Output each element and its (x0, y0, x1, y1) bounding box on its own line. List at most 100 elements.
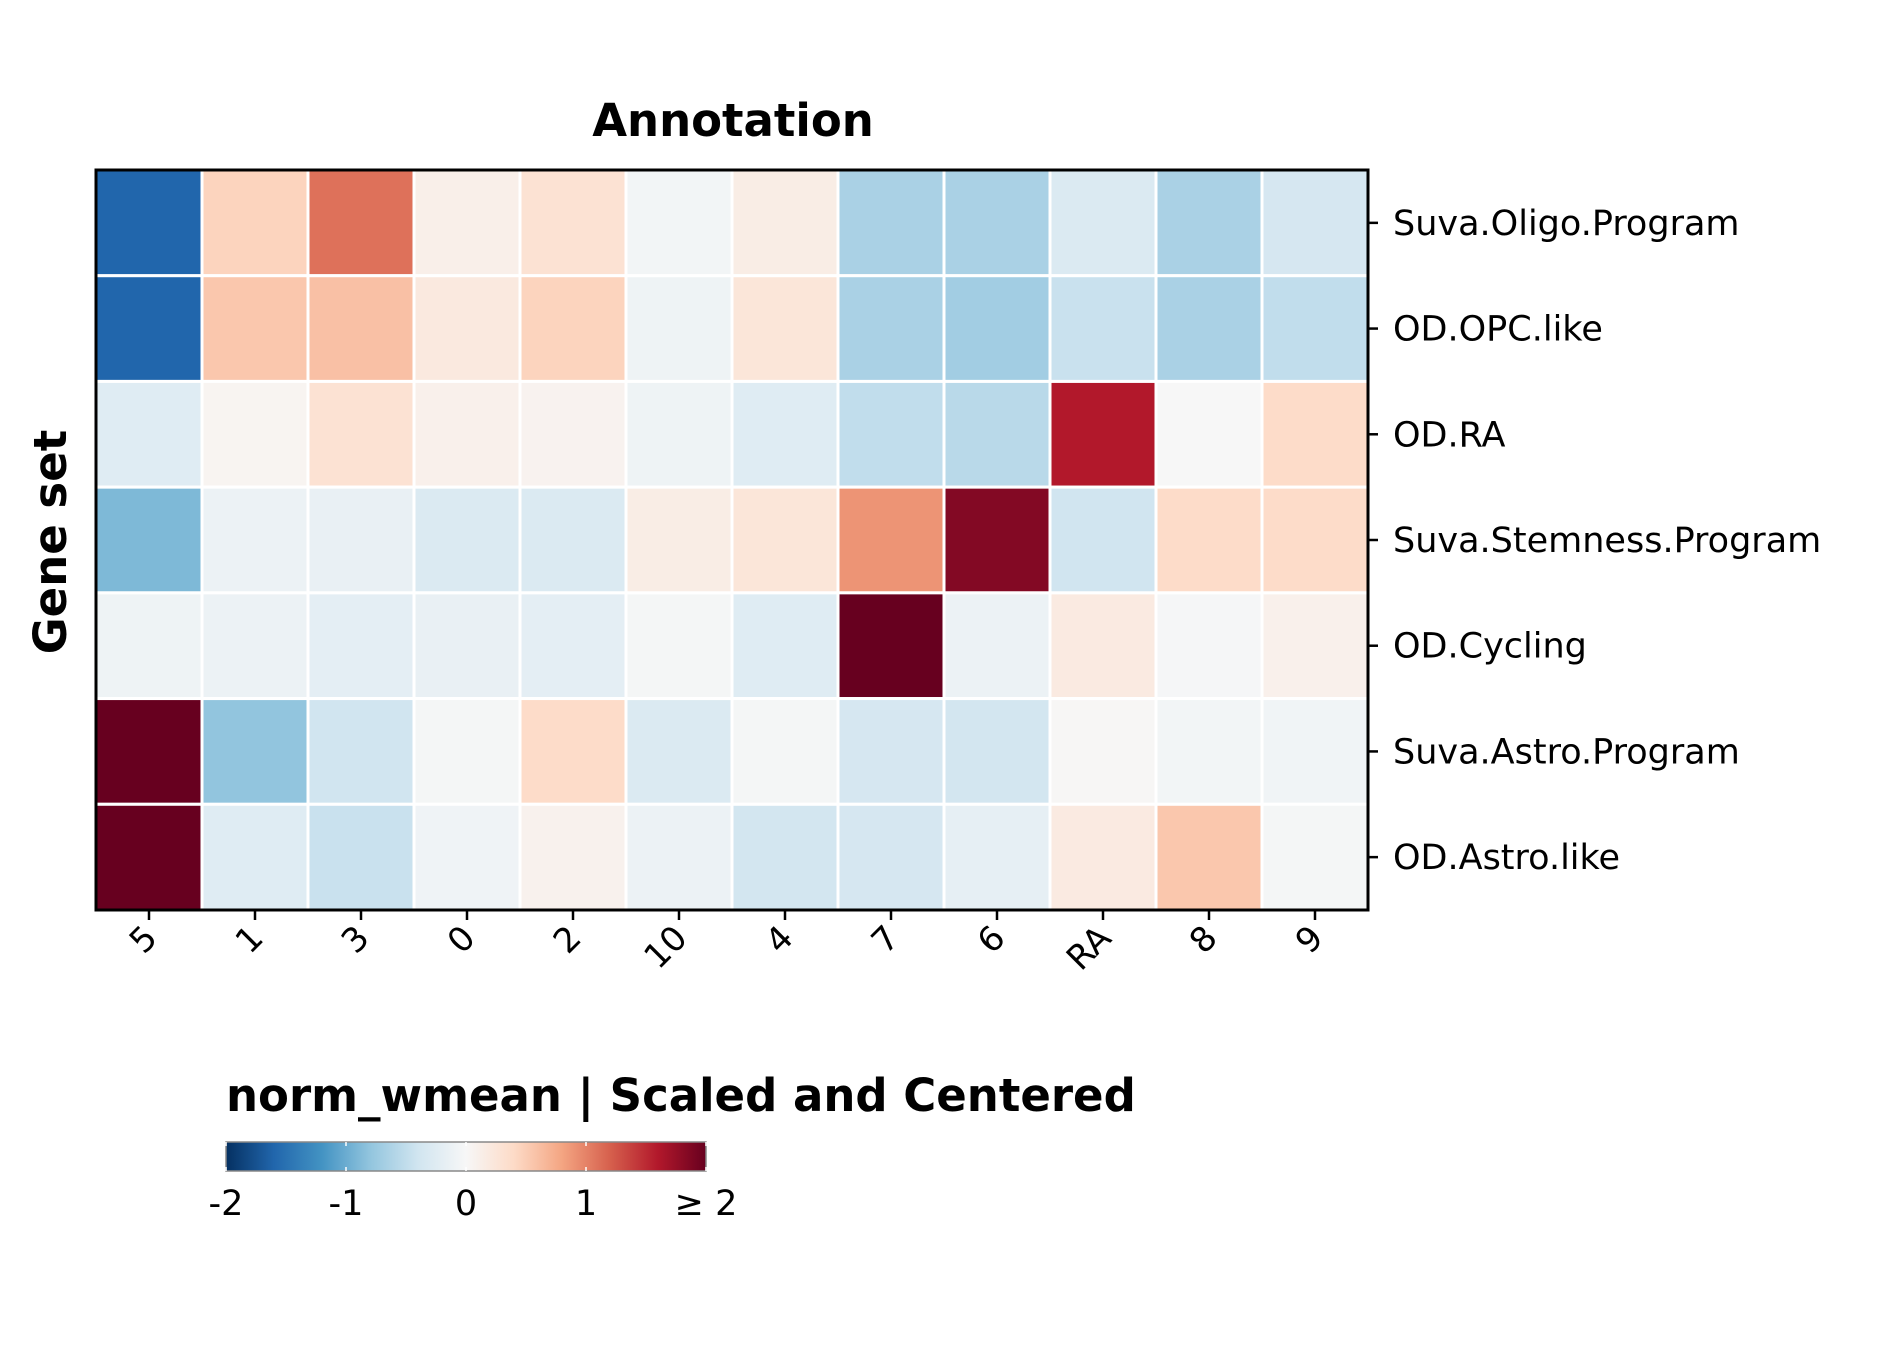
heatmap-cells (94, 168, 1370, 912)
heatmap-cell (1260, 379, 1370, 489)
heatmap-cell (624, 485, 734, 595)
heatmap-cell (942, 485, 1052, 595)
x-tick-label: 6 (970, 918, 1014, 962)
y-tick-label: Suva.Stemness.Program (1393, 521, 1821, 561)
heatmap-cell (1048, 802, 1158, 912)
heatmap-cell (730, 485, 840, 595)
heatmap-cell (730, 802, 840, 912)
heatmap-cell (942, 168, 1052, 278)
heatmap-cell (518, 274, 628, 383)
heatmap-cell (624, 379, 734, 489)
heatmap-cell (1048, 697, 1158, 806)
heatmap-cell (518, 485, 628, 595)
colorbar-ticks: -2 -1 0 1 ≥ 2 (209, 1142, 738, 1224)
heatmap-cell (836, 485, 946, 595)
heatmap-cell (624, 802, 734, 912)
heatmap-cell (836, 697, 946, 806)
heatmap-cell (200, 379, 310, 489)
heatmap-cell (412, 485, 522, 595)
x-tick-label: 3 (334, 918, 378, 962)
x-tick-label: RA (1059, 918, 1119, 978)
x-tick-label: 9 (1288, 918, 1332, 962)
heatmap-cell (200, 591, 310, 701)
heatmap-cell (306, 697, 416, 806)
colorbar-tick-label: 0 (455, 1184, 477, 1224)
colorbar-title: norm_wmean | Scaled and Centered (226, 1069, 1136, 1122)
x-tick-label: 0 (440, 918, 484, 962)
heatmap-cell (200, 274, 310, 383)
heatmap-cell (518, 697, 628, 806)
y-axis: Suva.Oligo.Program OD.OPC.like OD.RA Suva.S… (1368, 204, 1821, 878)
heatmap-cell (412, 697, 522, 806)
heatmap-cell (942, 697, 1052, 806)
heatmap-cell (836, 274, 946, 383)
y-tick-label: Suva.Astro.Program (1393, 732, 1740, 772)
heatmap-cell (94, 591, 204, 701)
colorbar (225, 1141, 707, 1172)
heatmap-cell (942, 802, 1052, 912)
heatmap-cell (200, 168, 310, 278)
x-tick-label: 1 (228, 918, 272, 962)
heatmap-cell (412, 168, 522, 278)
heatmap-cell (730, 274, 840, 383)
heatmap-cell (730, 379, 840, 489)
heatmap-cell (1154, 274, 1264, 383)
heatmap-cell (836, 379, 946, 489)
colorbar-tick-label: ≥ 2 (675, 1184, 738, 1224)
heatmap-cell (306, 274, 416, 383)
heatmap-cell (624, 697, 734, 806)
heatmap-cell (942, 591, 1052, 701)
heatmap-cell (624, 591, 734, 701)
heatmap-cell (412, 591, 522, 701)
heatmap-cell (306, 168, 416, 278)
heatmap-cell (1260, 274, 1370, 383)
x-tick-label: 7 (864, 918, 908, 962)
heatmap-cell (412, 274, 522, 383)
heatmap-cell (1048, 168, 1158, 278)
heatmap-cell (94, 697, 204, 806)
heatmap-cell (94, 379, 204, 489)
heatmap-cell (836, 802, 946, 912)
heatmap-cell (412, 379, 522, 489)
heatmap-cell (306, 485, 416, 595)
y-tick-label: Suva.Oligo.Program (1393, 204, 1740, 244)
heatmap-cell (1154, 379, 1264, 489)
heatmap-cell (306, 379, 416, 489)
y-tick-label: OD.RA (1393, 415, 1506, 455)
heatmap-cell (1048, 591, 1158, 701)
heatmap-cell (1048, 274, 1158, 383)
heatmap-cell (94, 168, 204, 278)
heatmap-cell (1154, 802, 1264, 912)
heatmap-cell (624, 274, 734, 383)
heatmap-cell (518, 591, 628, 701)
heatmap-cell (1154, 168, 1264, 278)
heatmap-cell (200, 802, 310, 912)
x-tick-label: 8 (1182, 918, 1226, 962)
heatmap-cell (200, 697, 310, 806)
heatmap-cell (836, 591, 946, 701)
x-tick-label: 4 (758, 918, 802, 962)
heatmap-cell (94, 485, 204, 595)
colorbar-tick-label: -1 (329, 1184, 364, 1224)
heatmap-cell (1260, 697, 1370, 806)
y-tick-label: OD.OPC.like (1393, 310, 1603, 350)
heatmap-cell (518, 168, 628, 278)
x-axis: 5 1 3 0 2 10 4 7 6 RA 8 9 (122, 910, 1332, 979)
heatmap-cell (1048, 379, 1158, 489)
y-tick-label: OD.Cycling (1393, 627, 1587, 667)
heatmap-cell (730, 591, 840, 701)
heatmap-cell (836, 168, 946, 278)
heatmap-cell (1260, 802, 1370, 912)
chart-title: Annotation (592, 94, 874, 147)
heatmap-cell (1154, 485, 1264, 595)
heatmap-cell (412, 802, 522, 912)
y-tick-label: OD.Astro.like (1393, 838, 1620, 878)
heatmap-cell (942, 274, 1052, 383)
heatmap-cell (306, 802, 416, 912)
heatmap-cell (1260, 591, 1370, 701)
heatmap-cell (1154, 591, 1264, 701)
colorbar-tick-label: -2 (209, 1184, 244, 1224)
x-tick-label: 2 (546, 918, 590, 962)
